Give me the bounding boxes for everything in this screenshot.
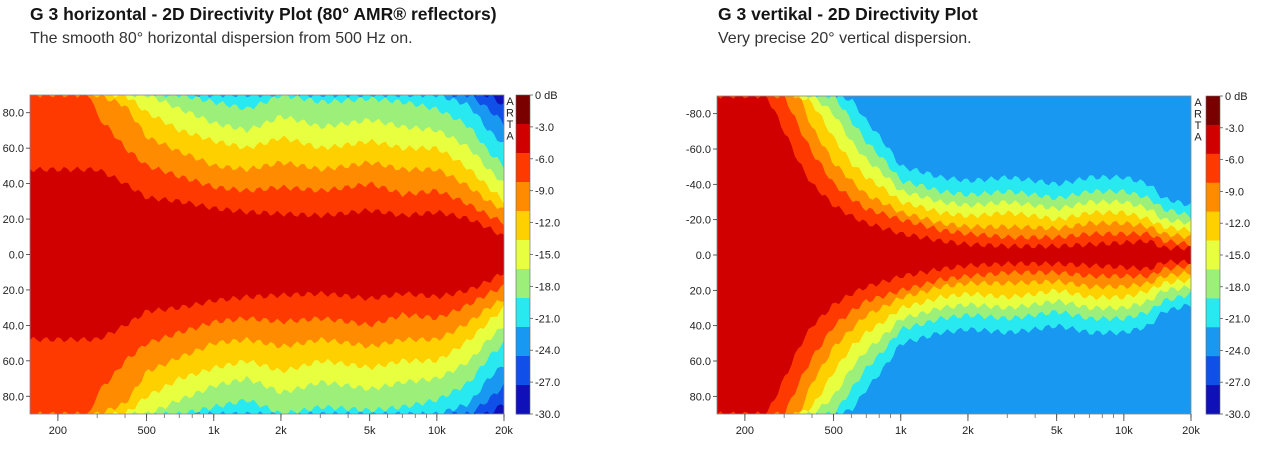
- horizontal-directivity-panel: G 3 horizontal - 2D Directivity Plot (80…: [3, 4, 561, 437]
- colorbar-swatch: [1206, 356, 1220, 386]
- chart-title: G 3 horizontal - 2D Directivity Plot (80…: [30, 4, 497, 24]
- vertical-directivity-panel: G 3 vertikal - 2D Directivity Plot Very …: [640, 0, 1280, 449]
- colorbar-swatch: [1206, 327, 1220, 357]
- y-tick-label: 20.0: [690, 285, 711, 297]
- x-tick-label: 1k: [895, 425, 907, 437]
- colorbar-label: -6.0: [535, 154, 554, 166]
- colorbar-label: -6.0: [1225, 155, 1244, 167]
- y-tick-label: -40.0: [686, 179, 711, 191]
- x-tick-label: 200: [49, 425, 67, 437]
- x-tick-label: 20k: [1182, 425, 1200, 437]
- colorbar-swatch: [1206, 240, 1220, 270]
- arta-watermark-letter: T: [1195, 120, 1202, 132]
- x-tick-label: 5k: [1051, 425, 1063, 437]
- colorbar-label: -30.0: [1225, 409, 1250, 421]
- y-tick-label: -20.0: [686, 215, 711, 227]
- colorbar-label: -27.0: [535, 377, 560, 389]
- colorbar-label: -18.0: [1225, 282, 1250, 294]
- x-tick-label: 1k: [208, 425, 220, 437]
- colorbar-swatch: [516, 124, 530, 154]
- y-tick-label: 40.0: [690, 321, 711, 333]
- colorbar-label: -24.0: [535, 345, 560, 357]
- chart-subtitle: Very precise 20° vertical dispersion.: [718, 30, 972, 47]
- colorbar-swatch: [1206, 182, 1220, 213]
- y-tick-label: -60.0: [686, 144, 711, 156]
- y-tick-label: 60.0: [3, 143, 24, 155]
- x-tick-label: 500: [137, 425, 155, 437]
- colorbar-label: -9.0: [1225, 186, 1244, 198]
- colorbar-label: -21.0: [535, 313, 560, 325]
- arta-watermark-letter: R: [506, 108, 514, 120]
- y-tick-label: 0.0: [9, 250, 24, 262]
- colorbar-label: -18.0: [535, 281, 560, 293]
- colorbar-swatch: [1206, 298, 1220, 328]
- colorbar-swatch: [516, 211, 530, 241]
- colorbar-swatch: [1206, 124, 1220, 155]
- x-tick-label: 500: [824, 425, 842, 437]
- y-tick-label: 80.0: [3, 391, 24, 403]
- colorbar-label: -24.0: [1225, 345, 1250, 357]
- colorbar-swatch: [516, 298, 530, 328]
- colorbar-label: -30.0: [535, 409, 560, 421]
- colorbar-swatch: [1206, 211, 1220, 242]
- arta-watermark-letter: R: [1194, 109, 1202, 121]
- heatmap-bands: [717, 96, 1191, 414]
- y-tick-label: 60.0: [3, 356, 24, 368]
- colorbar-label: -12.0: [1225, 218, 1250, 230]
- colorbar-swatch: [516, 240, 530, 270]
- y-tick-label: 80.0: [690, 391, 711, 403]
- x-tick-label: 20k: [495, 425, 513, 437]
- horizontal-directivity-chart: 200 500 1k 2k 5k 10k 20k 80.0 60.0 40.0 20.0 0.0 20.…: [3, 90, 561, 437]
- colorbar-label: -3.0: [535, 122, 554, 134]
- y-tick-label: -80.0: [686, 109, 711, 121]
- x-tick-label: 10k: [1115, 425, 1133, 437]
- colorbar-swatch: [516, 269, 530, 299]
- colorbar-label: -12.0: [535, 218, 560, 230]
- y-tick-label: 40.0: [3, 179, 24, 191]
- chart-title: G 3 vertikal - 2D Directivity Plot: [718, 4, 978, 24]
- x-tick-label: 2k: [962, 425, 974, 437]
- colorbar-swatch: [516, 95, 530, 125]
- arta-watermark-letter: T: [507, 119, 514, 131]
- colorbar-swatch: [516, 356, 530, 386]
- y-tick-label: 0.0: [696, 250, 711, 262]
- colorbar-swatch: [1206, 269, 1220, 299]
- colorbar-swatch: [1206, 385, 1220, 415]
- colorbar-label: -15.0: [535, 250, 560, 262]
- colorbar-swatch: [516, 327, 530, 357]
- colorbar-swatch: [516, 385, 530, 415]
- y-tick-label: 20.0: [3, 214, 24, 226]
- colorbar-label: -3.0: [1225, 123, 1244, 135]
- colorbar-label: -27.0: [1225, 377, 1250, 389]
- colorbar-label: -15.0: [1225, 250, 1250, 262]
- heatmap-bands: [30, 95, 504, 414]
- x-tick-label: 200: [736, 425, 754, 437]
- arta-watermark-letter: A: [1194, 132, 1202, 144]
- contour-band-3db: [30, 166, 504, 343]
- colorbar-swatch: [1206, 153, 1220, 184]
- colorbar-label: 0 dB: [535, 90, 558, 102]
- contour-band-3db: [717, 96, 1191, 414]
- x-tick-label: 10k: [428, 425, 446, 437]
- y-tick-label: 60.0: [690, 356, 711, 368]
- vertical-directivity-chart: 200 500 1k 2k 5k 10k 20k -80.0 -60.0 -40.0 -20.0 0.…: [686, 91, 1250, 437]
- arta-watermark-letter: A: [506, 96, 514, 108]
- arta-watermark-letter: A: [1194, 97, 1202, 109]
- colorbar-swatch: [1206, 96, 1220, 126]
- colorbar-label: -21.0: [1225, 314, 1250, 326]
- chart-subtitle: The smooth 80° horizontal dispersion fro…: [30, 30, 413, 47]
- colorbar-label: -9.0: [535, 186, 554, 198]
- arta-watermark-letter: A: [506, 131, 514, 143]
- colorbar-swatch: [516, 182, 530, 212]
- y-tick-label: 80.0: [3, 108, 24, 120]
- y-tick-label: 20.0: [3, 285, 24, 297]
- y-tick-label: 40.0: [3, 320, 24, 332]
- x-tick-label: 5k: [364, 425, 376, 437]
- x-tick-label: 2k: [275, 425, 287, 437]
- colorbar-swatch: [516, 153, 530, 183]
- colorbar-label: 0 dB: [1225, 91, 1248, 103]
